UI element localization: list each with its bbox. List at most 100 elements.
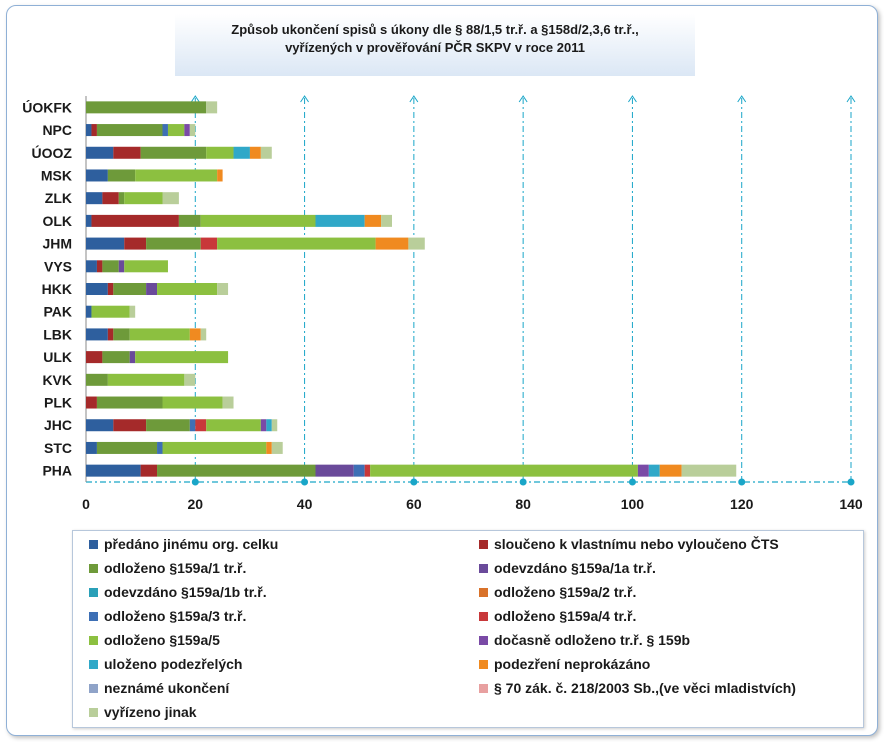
- bar-segment: [124, 260, 168, 273]
- bar-segment: [200, 328, 207, 341]
- y-category-label: MSK: [41, 167, 72, 183]
- chart-subtitle: vyřízených v prověřování PČR SKPV v roce…: [285, 40, 585, 55]
- legend-item: odloženo §159a/4 tr.ř.: [479, 608, 636, 624]
- y-category-label: PLK: [44, 395, 72, 411]
- gridline-arrow: [518, 95, 528, 103]
- bar-segment: [86, 237, 125, 250]
- bar-segment: [146, 283, 158, 295]
- x-tick-marker: [191, 478, 199, 486]
- legend-item: odloženo §159a/2 tr.ř.: [479, 584, 636, 600]
- legend-item: odloženo §159a/5: [89, 632, 220, 648]
- bar-segment: [86, 214, 92, 227]
- legend-swatch: [89, 540, 98, 549]
- x-tick-marker: [301, 478, 309, 486]
- bar-segment: [681, 464, 737, 477]
- gridline-arrow: [628, 95, 637, 103]
- legend-label: odloženo §159a/2 tr.ř.: [494, 584, 637, 600]
- y-category-label: NPC: [42, 122, 72, 138]
- bar-segment: [364, 464, 371, 477]
- x-tick-label: 60: [406, 496, 422, 512]
- bar-segment: [217, 169, 223, 182]
- bar-segment: [146, 419, 190, 432]
- legend-item: odloženo §159a/3 tr.ř.: [89, 608, 246, 624]
- bar-segment: [184, 373, 196, 386]
- bar-segment: [86, 351, 103, 364]
- y-category-label: ÚOOZ: [32, 144, 73, 161]
- bar-segment: [86, 419, 114, 432]
- bar-segment: [86, 396, 97, 409]
- bar-segment: [118, 260, 125, 273]
- legend-swatch: [479, 564, 488, 573]
- bar-segment: [86, 260, 97, 273]
- title-background: [175, 14, 695, 76]
- legend-item: uloženo podezřelých: [89, 656, 242, 672]
- bar-segment: [260, 146, 272, 159]
- legend-item: § 70 zák. č. 218/2003 Sb.,(ve věci mladi…: [479, 680, 796, 696]
- y-category-label: ULK: [43, 349, 72, 365]
- bar-segment: [249, 146, 261, 159]
- x-tick-marker: [628, 478, 636, 486]
- legend-label: odloženo §159a/3 tr.ř.: [104, 608, 247, 624]
- bar-segment: [86, 328, 108, 341]
- bar-segment: [113, 419, 147, 432]
- legend-swatch: [479, 636, 488, 645]
- bar-segment: [206, 146, 234, 159]
- bar-segment: [370, 464, 638, 477]
- bar-segment: [107, 328, 114, 341]
- legend-item: podezření neprokázáno: [479, 656, 650, 672]
- legend-label: uloženo podezřelých: [104, 656, 243, 672]
- bar-segment: [189, 328, 201, 341]
- legend-swatch: [89, 684, 98, 693]
- legend-label: předáno jinému org. celku: [104, 536, 279, 552]
- x-tick-marker: [847, 478, 855, 486]
- bar-segment: [113, 328, 130, 341]
- legend-swatch: [89, 636, 98, 645]
- gridline-arrow: [737, 95, 747, 103]
- bar-segment: [124, 192, 163, 205]
- bar-segment: [408, 237, 425, 250]
- bar-segment: [157, 283, 218, 295]
- bar-segment: [659, 464, 682, 477]
- bar-segment: [217, 283, 229, 295]
- legend-swatch: [479, 612, 488, 621]
- legend-label: odloženo §159a/4 tr.ř.: [494, 608, 637, 624]
- bar-segment: [648, 464, 660, 477]
- bar-segment: [86, 169, 108, 182]
- bar-segment: [222, 396, 234, 409]
- legend-label: odevzdáno §159a/1a tr.ř.: [494, 560, 656, 576]
- bar-segment: [260, 419, 267, 432]
- bar-segment: [315, 464, 354, 477]
- bar-segment: [86, 305, 92, 318]
- bar-segment: [178, 214, 201, 227]
- bar-segment: [189, 124, 196, 137]
- bar-segment: [102, 192, 119, 205]
- bar-segment: [107, 373, 185, 386]
- x-tick-label: 100: [621, 496, 645, 512]
- bar-segment: [118, 192, 125, 205]
- legend-item: odevzdáno §159a/1b tr.ř.: [89, 584, 267, 600]
- legend-label: podezření neprokázáno: [494, 656, 651, 672]
- bar-segment: [162, 124, 168, 137]
- x-tick-marker: [410, 478, 418, 486]
- legend-item: vyřízeno jinak: [89, 704, 197, 720]
- y-category-label: LBK: [43, 326, 72, 342]
- x-tick-marker: [738, 478, 746, 486]
- legend-swatch: [89, 708, 98, 717]
- legend-label: sloučeno k vlastnímu nebo vyloučeno ČTS: [494, 536, 779, 552]
- y-category-label: PHA: [42, 463, 72, 479]
- bar-segment: [146, 237, 201, 250]
- gridline-arrow: [409, 95, 419, 103]
- gridline-arrow: [190, 95, 200, 103]
- bar-segment: [86, 101, 207, 114]
- x-tick-label: 120: [730, 496, 754, 512]
- bar-segment: [96, 396, 163, 409]
- legend-label: odloženo §159a/1 tr.ř.: [104, 560, 247, 576]
- bar-segment: [271, 441, 283, 454]
- bar-segment: [189, 419, 196, 432]
- bar-segment: [86, 373, 108, 386]
- bar-segment: [124, 237, 147, 250]
- bar-segment: [91, 214, 179, 227]
- bar-segment: [162, 396, 223, 409]
- x-tick-label: 80: [515, 496, 531, 512]
- bar-segment: [353, 464, 365, 477]
